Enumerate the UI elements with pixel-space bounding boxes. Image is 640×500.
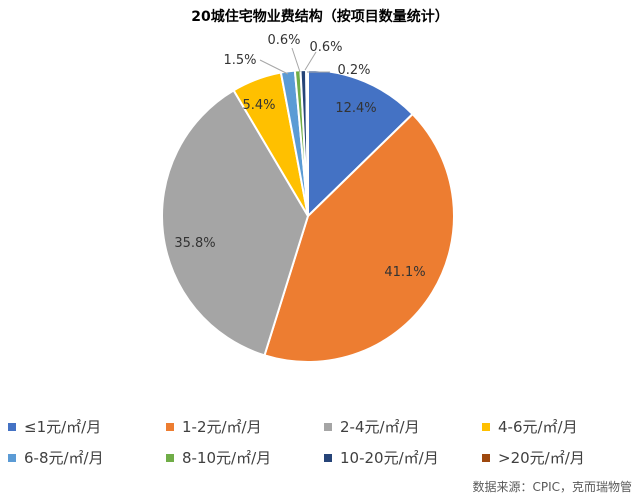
legend-label-4: 6-8元/㎡/月: [24, 449, 104, 467]
legend-swatch-3: [482, 422, 490, 431]
legend-label-7: >20元/㎡/月: [498, 449, 585, 467]
legend-swatch-7: [482, 453, 490, 462]
legend-item-7: >20元/㎡/月: [482, 447, 640, 468]
slice-label-2: 35.8%: [174, 236, 215, 251]
leader-line-4: [259, 59, 289, 75]
chart-title: 20城住宅物业费结构（按项目数量统计）: [191, 9, 449, 25]
pie-slice-7: [305, 68, 309, 217]
legend: ≤1元/㎡/月 1-2元/㎡/月 2-4元/㎡/月 4-6元/㎡/月 6-8元/㎡/月 8…: [8, 416, 640, 468]
legend-label-1: 1-2元/㎡/月: [182, 418, 262, 436]
legend-label-6: 10-20元/㎡/月: [340, 449, 439, 467]
pie-slice-0: [307, 68, 414, 219]
legend-label-3: 4-6元/㎡/月: [498, 418, 578, 436]
legend-swatch-0: [8, 422, 16, 431]
slice-label-1: 41.1%: [384, 265, 425, 280]
legend-item-4: 6-8元/㎡/月: [8, 447, 166, 468]
slice-label-4: 1.5%: [223, 53, 256, 68]
legend-item-6: 10-20元/㎡/月: [324, 447, 482, 468]
source-note: 数据来源：CPIC，克而瑞物管: [472, 480, 632, 494]
legend-item-5: 8-10元/㎡/月: [166, 447, 324, 468]
leader-line-6: [304, 51, 317, 71]
legend-swatch-5: [166, 453, 174, 462]
legend-label-0: ≤1元/㎡/月: [24, 418, 102, 436]
legend-item-2: 2-4元/㎡/月: [324, 416, 482, 437]
legend-item-3: 4-6元/㎡/月: [482, 416, 640, 437]
legend-item-1: 1-2元/㎡/月: [166, 416, 324, 437]
slice-label-6: 0.6%: [309, 40, 342, 55]
slice-label-7: 0.2%: [337, 63, 370, 78]
slice-label-0: 12.4%: [335, 101, 376, 116]
legend-swatch-4: [8, 453, 16, 462]
pie-slice-1: [263, 112, 455, 363]
pie-slice-2: [161, 88, 310, 357]
legend-label-2: 2-4元/㎡/月: [340, 418, 420, 436]
slice-label-3: 5.4%: [242, 98, 275, 113]
leader-line-5: [291, 47, 301, 73]
slice-label-5: 0.6%: [267, 33, 300, 48]
legend-swatch-1: [166, 422, 174, 431]
legend-label-5: 8-10元/㎡/月: [182, 449, 272, 467]
legend-item-0: ≤1元/㎡/月: [8, 416, 166, 437]
pie-chart: 12.4% 41.1% 35.8% 5.4% 1.5% 0.6% 0.6% 0.2%: [161, 33, 455, 363]
legend-swatch-2: [324, 422, 332, 431]
legend-swatch-6: [324, 453, 332, 462]
